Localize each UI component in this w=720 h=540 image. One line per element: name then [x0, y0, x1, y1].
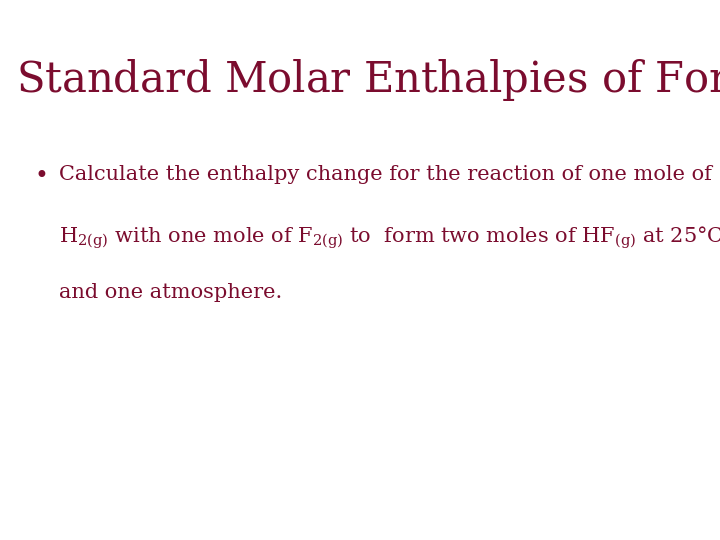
- Text: and one atmosphere.: and one atmosphere.: [59, 284, 282, 302]
- Text: Calculate the enthalpy change for the reaction of one mole of: Calculate the enthalpy change for the re…: [59, 165, 712, 184]
- Text: H$\mathregular{_{2(g)}}$ with one mole of F$\mathregular{_{2(g)}}$ to  form two : H$\mathregular{_{2(g)}}$ with one mole o…: [59, 224, 720, 251]
- Text: Standard Molar Enthalpies of Formation, $\Delta$H$\mathregular{_f^o}$: Standard Molar Enthalpies of Formation, …: [16, 57, 720, 106]
- Text: •: •: [35, 165, 48, 188]
